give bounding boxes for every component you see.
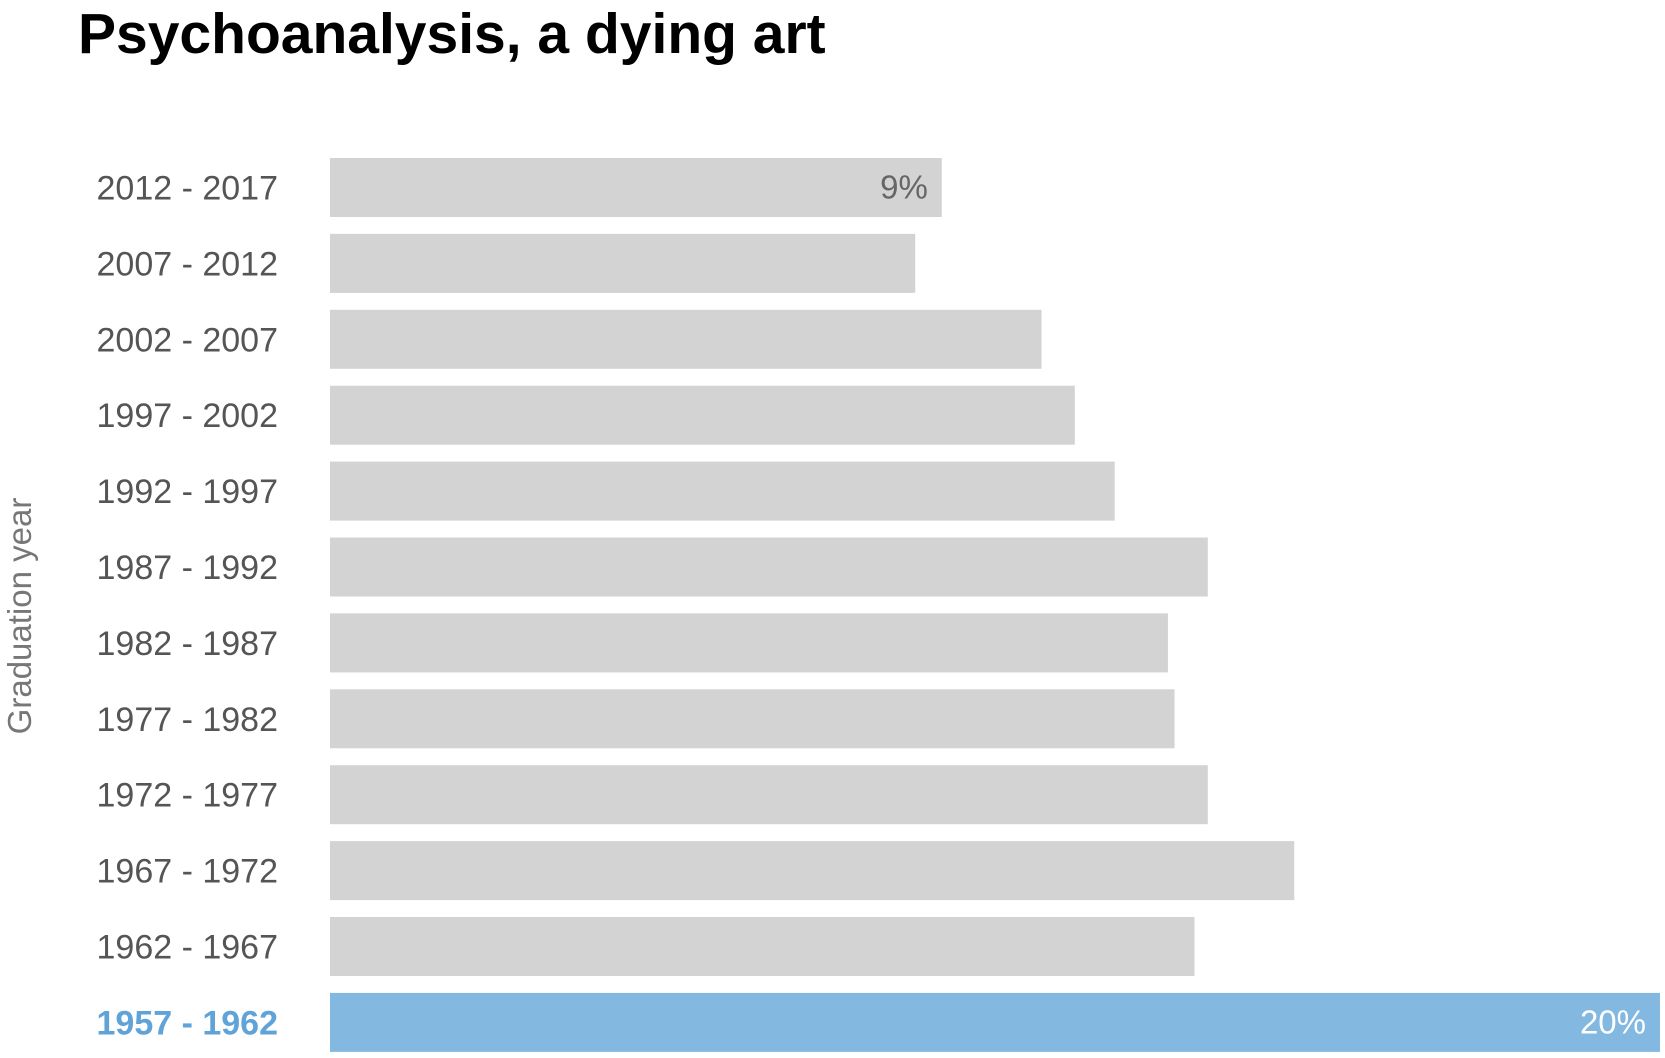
y-tick-label-0: 2012 - 2017 (97, 170, 279, 208)
y-tick-label-5: 1987 - 1992 (97, 549, 279, 587)
bar-7 (330, 689, 1175, 749)
bar-2 (330, 309, 1042, 369)
bar-5 (330, 537, 1208, 597)
bar-11 (330, 992, 1660, 1052)
y-tick-label-6: 1982 - 1987 (97, 625, 279, 663)
bar-1 (330, 233, 916, 293)
bar-9 (330, 841, 1295, 901)
bar-4 (330, 461, 1115, 521)
bar-8 (330, 765, 1208, 825)
y-tick-label-10: 1962 - 1967 (97, 929, 279, 967)
y-tick-label-2: 2002 - 2007 (97, 321, 279, 359)
data-label-11: 20% (1580, 1003, 1646, 1040)
y-axis-title: Graduation year (1, 498, 38, 735)
y-tick-label-1: 2007 - 2012 (97, 245, 279, 283)
bars-group: 2012 - 2017 9% 2007 - 2012 2002 - 2007 1997 … (97, 158, 1660, 1052)
y-tick-label-9: 1967 - 1972 (97, 853, 279, 891)
bar-0 (330, 158, 942, 217)
bar-10 (330, 917, 1195, 976)
y-tick-label-8: 1972 - 1977 (97, 777, 279, 815)
y-tick-label-11: 1957 - 1962 (97, 1004, 279, 1042)
y-tick-label-7: 1977 - 1982 (97, 701, 279, 739)
data-label-0: 9% (880, 169, 928, 206)
y-tick-label-3: 1997 - 2002 (97, 397, 279, 435)
bar-6 (330, 613, 1168, 673)
chart-title: Psychoanalysis, a dying art (78, 2, 826, 66)
y-tick-label-4: 1992 - 1997 (97, 473, 279, 511)
bar-3 (330, 385, 1075, 445)
